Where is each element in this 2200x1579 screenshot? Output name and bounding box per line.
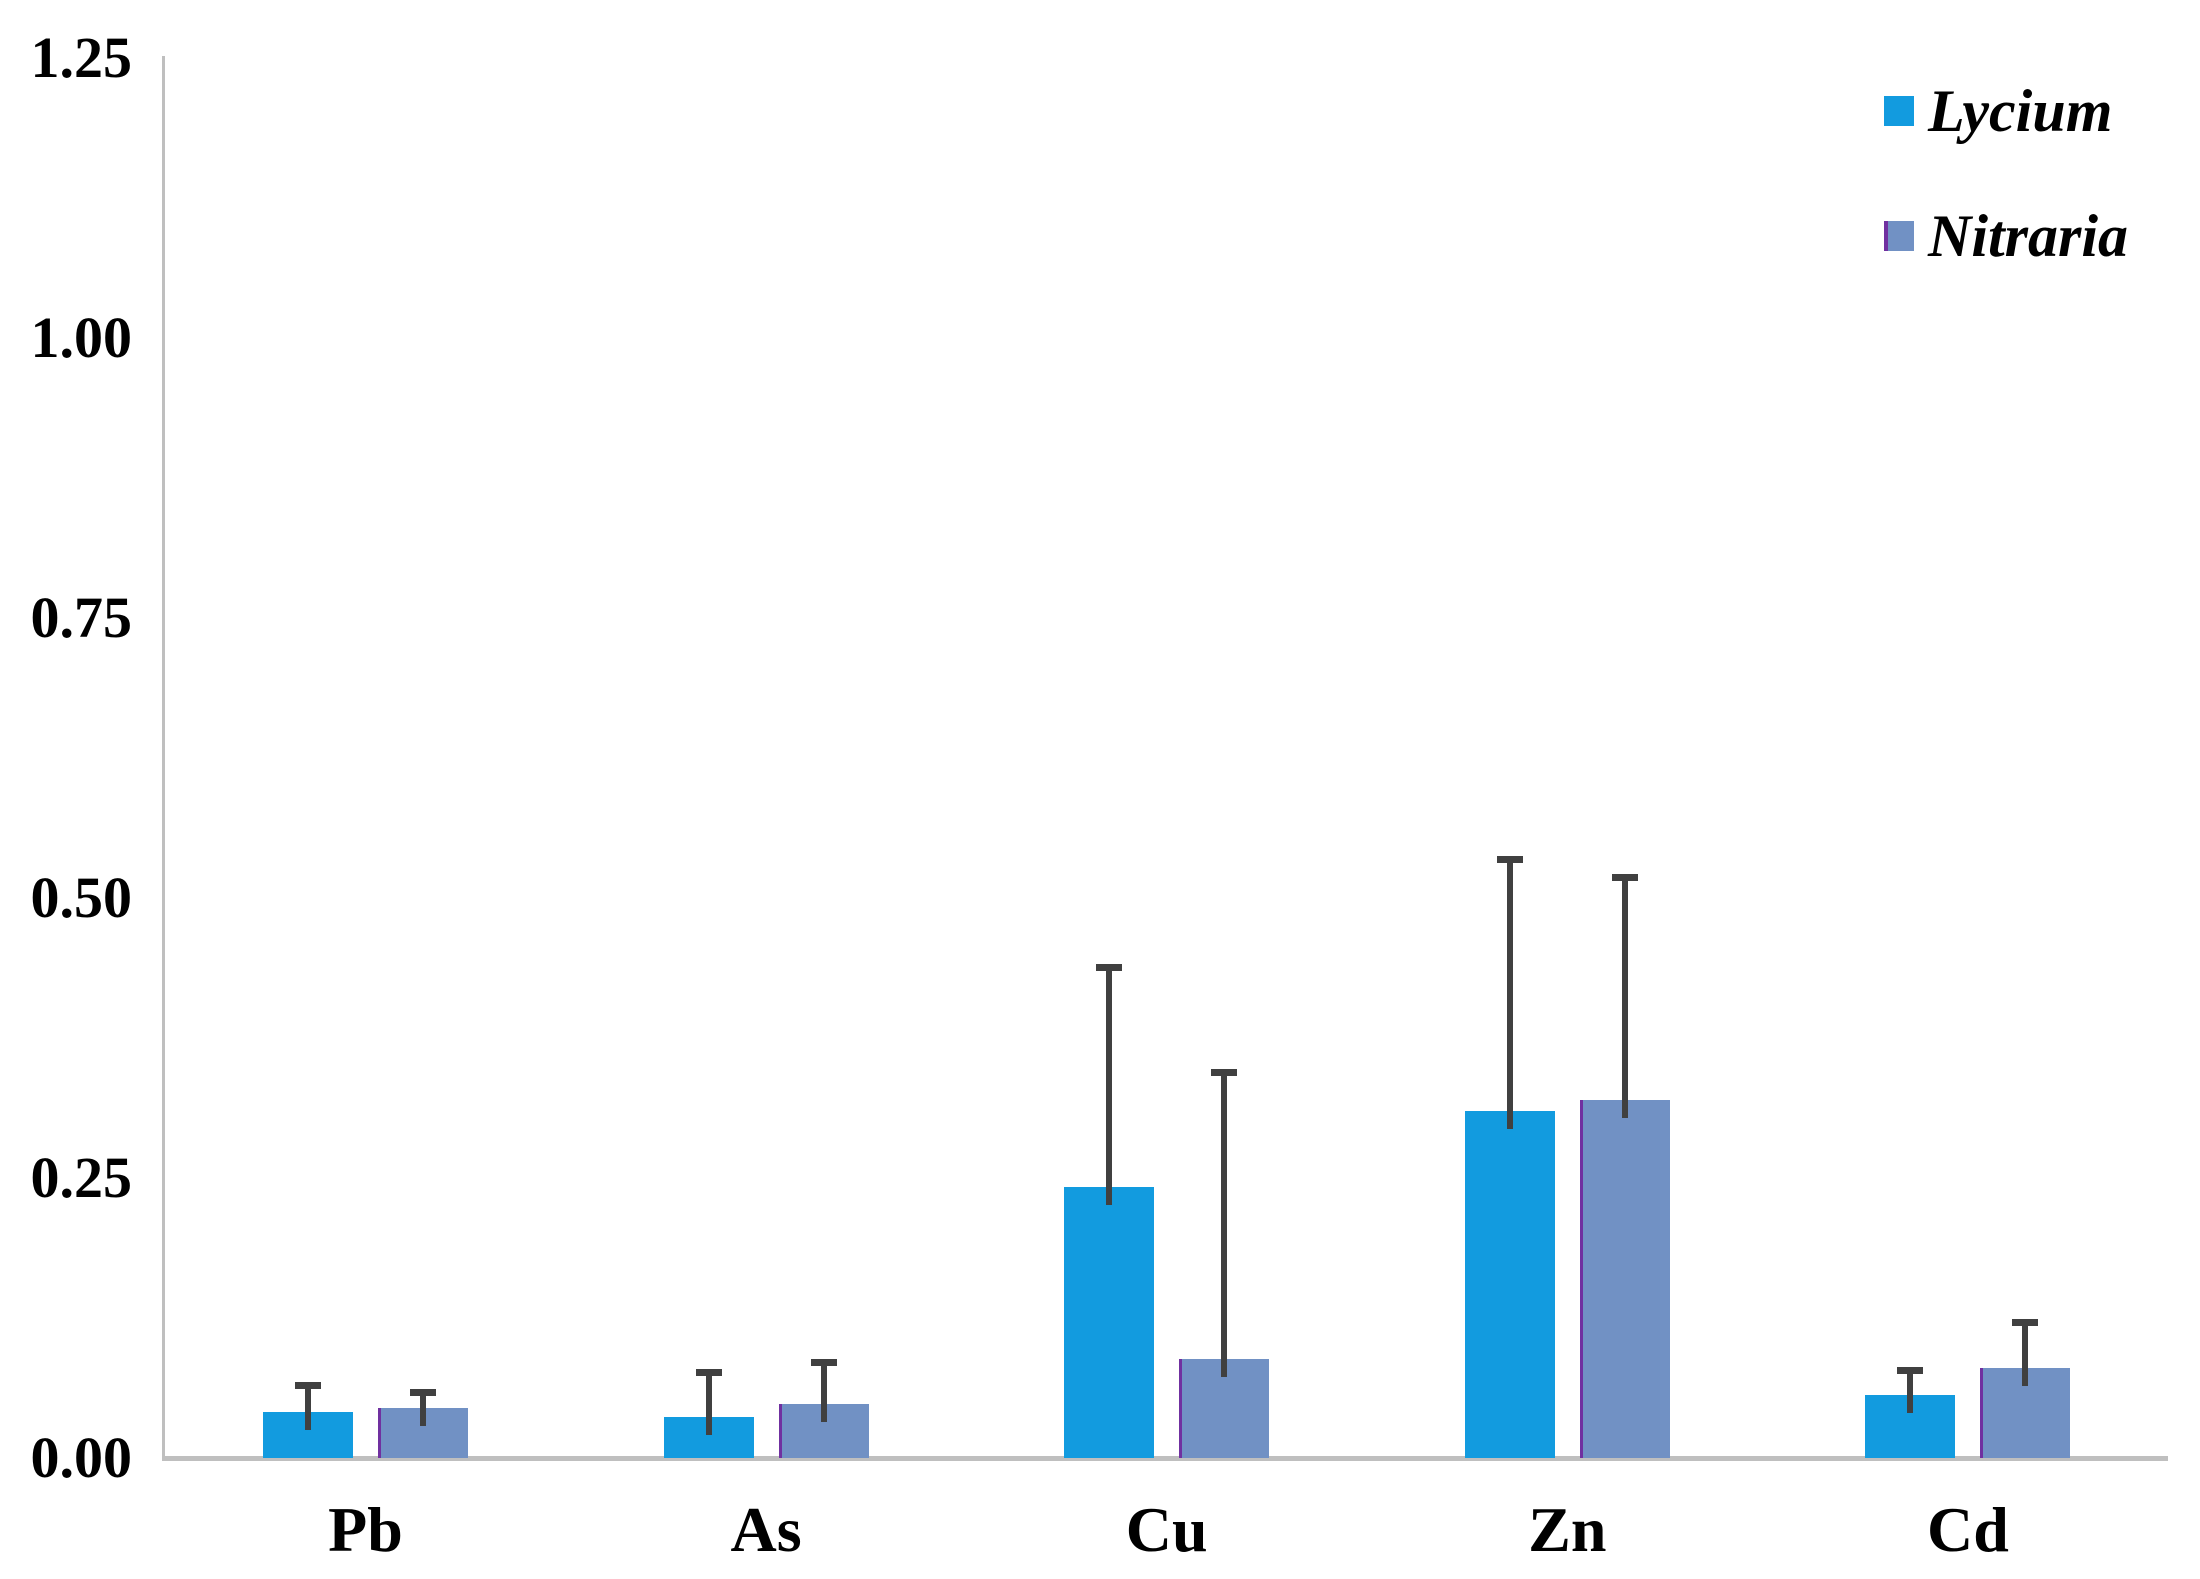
legend-item-nitraria: Nitraria [1884, 206, 2128, 266]
error-cap-nitraria-cd [2012, 1319, 2039, 1327]
error-cap-lycium-pb [295, 1382, 321, 1390]
error-bar-nitraria-zn [1621, 876, 1628, 1118]
error-bar-lycium-as [705, 1371, 712, 1435]
category-label-cu: Cu [1125, 1494, 1208, 1565]
error-cap-lycium-as [695, 1368, 722, 1376]
y-tick-label-0.25: 0.25 [30, 1145, 133, 1210]
category-label-zn: Zn [1528, 1494, 1607, 1565]
legend-label-nitraria: Nitraria [1928, 203, 2129, 269]
error-bar-lycium-pb [305, 1385, 311, 1431]
bar-nitraria-zn [1579, 1099, 1670, 1458]
legend-item-lycium: Lycium [1884, 81, 2112, 141]
error-bar-nitraria-cd [2022, 1322, 2029, 1387]
y-tick-label-0.00: 0.00 [30, 1425, 133, 1490]
y-tick-label-1.00: 1.00 [30, 305, 133, 370]
y-tick-label-0.75: 0.75 [30, 585, 133, 650]
error-cap-lycium-cd [1897, 1366, 1924, 1374]
y-tick-label-1.25: 1.25 [30, 25, 133, 90]
error-bar-nitraria-as [820, 1361, 827, 1423]
error-bar-nitraria-pb [420, 1391, 426, 1426]
bar-lycium-zn [1464, 1110, 1555, 1458]
error-bar-nitraria-cu [1221, 1071, 1228, 1378]
error-cap-nitraria-cu [1211, 1068, 1238, 1076]
error-cap-lycium-zn [1496, 855, 1523, 863]
category-label-cd: Cd [1926, 1494, 2009, 1565]
legend-label-lycium: Lycium [1928, 78, 2113, 144]
legend-swatch-lycium [1884, 96, 1914, 126]
error-cap-lycium-cu [1096, 964, 1123, 972]
legend-swatch-nitraria [1884, 221, 1914, 251]
error-cap-nitraria-pb [410, 1388, 436, 1396]
x-axis-line [162, 1456, 2168, 1461]
category-label-as: As [730, 1494, 802, 1565]
y-axis-line [162, 56, 165, 1458]
error-bar-lycium-cd [1907, 1369, 1914, 1414]
error-cap-nitraria-zn [1611, 873, 1638, 881]
error-bar-lycium-cu [1106, 967, 1113, 1205]
error-bar-lycium-zn [1506, 858, 1513, 1129]
bar-lycium-cu [1064, 1186, 1155, 1458]
error-cap-nitraria-as [810, 1358, 837, 1366]
category-label-pb: Pb [328, 1494, 403, 1565]
y-tick-label-0.50: 0.50 [30, 865, 133, 930]
